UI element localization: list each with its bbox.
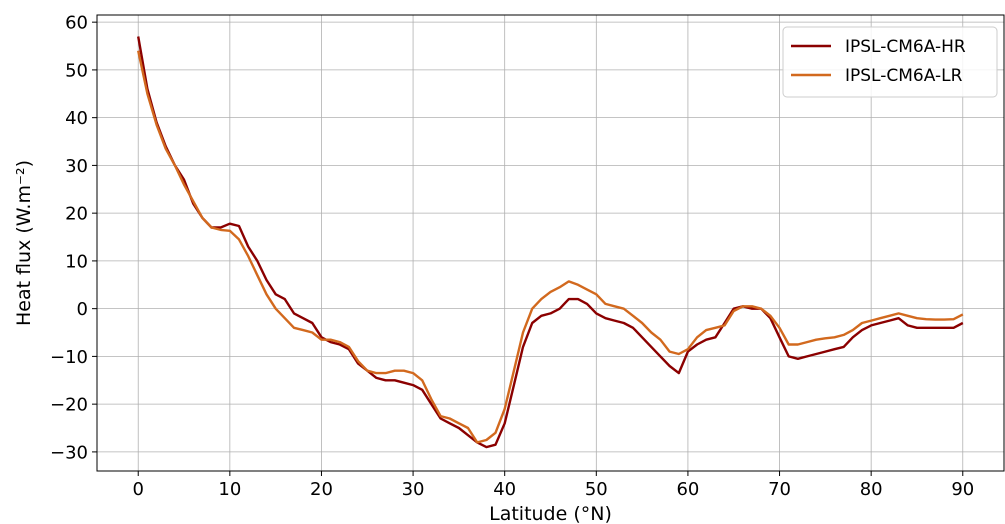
x-axis-label: Latitude (°N) bbox=[489, 503, 612, 524]
series-line-ipsl-cm6a-hr bbox=[137, 36, 964, 449]
x-tick-label: 0 bbox=[133, 479, 144, 500]
axis-ticks: 0 10 20 30 40 50 60 70 80 90 −30 −20 −10 0 10 20 30 40 50 6… bbox=[50, 13, 974, 500]
y-tick-label: 10 bbox=[65, 251, 88, 272]
legend: IPSL-CM6A-HR IPSL-CM6A-LR bbox=[782, 26, 998, 98]
x-tick-label: 80 bbox=[860, 479, 883, 500]
series-lines bbox=[137, 36, 964, 449]
legend-box bbox=[782, 26, 998, 98]
series-line-ipsl-cm6a-lr bbox=[137, 50, 964, 444]
grid bbox=[97, 15, 1004, 471]
y-axis-label: Heat flux (W.m⁻²) bbox=[13, 160, 35, 326]
y-tick-label: 20 bbox=[65, 204, 88, 225]
x-tick-label: 90 bbox=[951, 479, 974, 500]
x-tick-label: 60 bbox=[676, 479, 699, 500]
y-tick-label: 50 bbox=[65, 60, 88, 81]
x-tick-label: 30 bbox=[402, 479, 425, 500]
y-tick-label: 30 bbox=[65, 156, 88, 177]
x-tick-label: 10 bbox=[218, 479, 241, 500]
legend-label: IPSL-CM6A-LR bbox=[845, 66, 963, 86]
x-tick-label: 20 bbox=[310, 479, 333, 500]
x-tick-label: 40 bbox=[493, 479, 516, 500]
x-tick-label: 50 bbox=[585, 479, 608, 500]
plot-frame bbox=[96, 14, 1005, 472]
y-tick-label: 60 bbox=[65, 13, 88, 34]
y-tick-label: 0 bbox=[77, 299, 88, 320]
x-tick-label: 70 bbox=[768, 479, 791, 500]
y-tick-label: −30 bbox=[50, 442, 88, 463]
y-tick-label: −20 bbox=[50, 395, 88, 416]
y-tick-label: 40 bbox=[65, 108, 88, 129]
legend-label: IPSL-CM6A-HR bbox=[845, 37, 966, 57]
y-tick-label: −10 bbox=[50, 347, 88, 368]
